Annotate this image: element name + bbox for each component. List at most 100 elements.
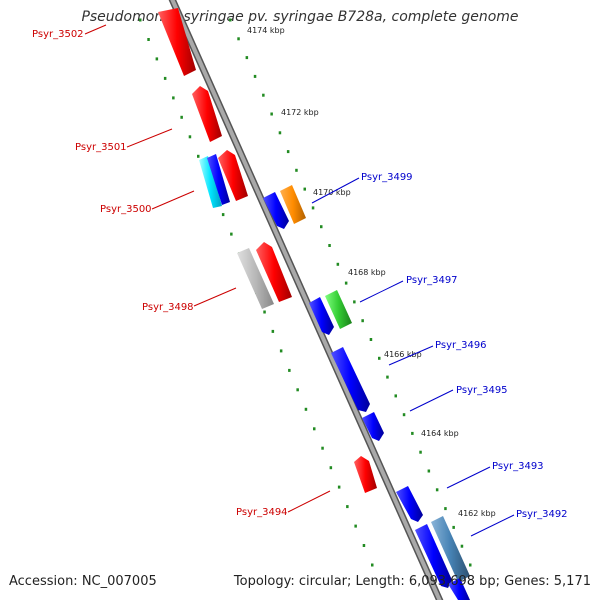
scale-dot — [328, 244, 331, 247]
scale-dot — [147, 38, 150, 41]
gene-psyr-3497[interactable] — [309, 297, 334, 335]
label-psyr-3496[interactable]: Psyr_3496 — [435, 340, 487, 351]
gene-psyr-3500[interactable] — [207, 154, 230, 205]
scale-dot — [304, 407, 308, 411]
scale-dot — [263, 310, 266, 314]
scale-dot — [155, 57, 159, 61]
scale-dot — [262, 93, 265, 97]
accession-text: Accession: NC_007005 — [9, 574, 157, 589]
scale-dot — [361, 319, 364, 323]
scale-dot — [354, 524, 357, 528]
scale-dot — [452, 525, 455, 529]
gene-psyr-3492[interactable] — [431, 516, 470, 582]
scale-dot — [180, 115, 183, 119]
genome-summary-text: Topology: circular; Length: 6,093,698 bp… — [233, 574, 591, 589]
scale-dot — [163, 76, 167, 80]
gene-psyr-3502[interactable] — [158, 8, 196, 76]
label-psyr-3499[interactable]: Psyr_3499 — [361, 172, 413, 183]
scale-rails — [139, 18, 472, 567]
scale-dot — [386, 375, 389, 379]
scale-dot — [295, 168, 298, 172]
scale-dot — [411, 431, 414, 435]
label-psyr-3492[interactable]: Psyr_3492 — [516, 509, 568, 520]
tick-4162: 4162 kbp — [458, 509, 496, 518]
scale-dot — [329, 466, 333, 470]
genes — [158, 8, 470, 600]
gene-psyr-3495[interactable] — [331, 347, 370, 412]
scale-dot — [237, 37, 240, 41]
scale-dot — [394, 394, 397, 398]
scale-dot — [369, 338, 373, 341]
label-leaders — [84, 24, 515, 537]
scale-dot — [253, 74, 257, 78]
scale-dot — [311, 206, 315, 210]
tick-4168: 4168 kbp — [348, 268, 386, 277]
scale-dot — [230, 232, 233, 236]
label-psyr-3501[interactable]: Psyr_3501 — [75, 142, 127, 153]
scale-dot — [286, 150, 290, 154]
right-dot-rail — [229, 18, 472, 567]
label-psyr-3495[interactable]: Psyr_3495 — [456, 385, 508, 396]
gene-psyr-3495-adjacent[interactable] — [362, 412, 384, 441]
map-title: Pseudomonas syringae pv. syringae B728a,… — [81, 9, 519, 25]
tick-4166: 4166 kbp — [384, 350, 422, 359]
gene-labels-right: Psyr_3499 Psyr_3497 Psyr_3496 Psyr_3495 … — [361, 172, 568, 520]
label-psyr-3502[interactable]: Psyr_3502 — [32, 29, 84, 40]
scale-dot — [279, 349, 283, 353]
gene-psyr-3498[interactable] — [256, 242, 292, 302]
scale-dot — [435, 488, 439, 492]
label-psyr-3500[interactable]: Psyr_3500 — [100, 204, 152, 215]
scale-dot — [278, 131, 282, 135]
scale-dot — [362, 544, 366, 547]
scale-dot — [288, 368, 291, 372]
gene-psyr-3493[interactable] — [396, 486, 423, 522]
scale-dot — [469, 563, 472, 567]
scale-dot — [402, 413, 406, 417]
scale-dot — [139, 18, 142, 22]
tick-4164: 4164 kbp — [421, 429, 459, 438]
gene-psyr-3494[interactable] — [354, 456, 377, 493]
scale-dot — [221, 213, 225, 217]
scale-dot — [353, 300, 356, 304]
scale-dot — [321, 446, 324, 450]
scale-dot — [444, 507, 447, 511]
gene-psyr-3500-adjacent[interactable] — [218, 150, 248, 201]
scale-dot — [197, 154, 200, 158]
scale-dot — [320, 225, 323, 229]
scale-dot — [245, 56, 249, 60]
label-psyr-3494[interactable]: Psyr_3494 — [236, 507, 288, 518]
scale-dot — [371, 563, 374, 567]
scale-dot — [188, 135, 192, 139]
gene-psyr-3499[interactable] — [263, 192, 289, 229]
genome-backbone — [170, 0, 442, 600]
gene-psyr-3500-cyan[interactable] — [199, 156, 222, 208]
label-psyr-3497[interactable]: Psyr_3497 — [406, 275, 458, 286]
scale-dot — [427, 469, 431, 473]
gene-psyr-3492-tail[interactable] — [448, 578, 470, 600]
scale-dot — [378, 356, 381, 360]
gene-labels-left: Psyr_3502 Psyr_3501 Psyr_3500 Psyr_3498 … — [32, 29, 288, 518]
label-psyr-3498[interactable]: Psyr_3498 — [142, 302, 194, 313]
scale-dot — [270, 112, 273, 116]
gene-psyr-3492-blue[interactable] — [415, 524, 452, 588]
scale-dot — [346, 505, 349, 509]
scale-dot — [172, 96, 175, 100]
tick-4172: 4172 kbp — [281, 108, 319, 117]
scale-dot — [337, 485, 341, 489]
label-psyr-3493[interactable]: Psyr_3493 — [492, 461, 544, 472]
gene-psyr-3498-gray[interactable] — [237, 248, 274, 309]
gene-psyr-3497-green[interactable] — [325, 290, 352, 329]
scale-dot — [460, 544, 464, 548]
scale-dot — [419, 450, 422, 454]
gene-psyr-3499-orange[interactable] — [280, 185, 306, 224]
scale-dot — [303, 187, 306, 191]
scale-dot — [336, 262, 340, 266]
tick-4174: 4174 kbp — [247, 26, 285, 35]
gene-psyr-3501[interactable] — [192, 86, 222, 142]
scale-dot — [271, 329, 275, 333]
scale-dot — [344, 281, 348, 285]
scale-dot — [296, 388, 299, 392]
scale-dot — [229, 18, 232, 22]
scale-dot — [313, 427, 316, 431]
